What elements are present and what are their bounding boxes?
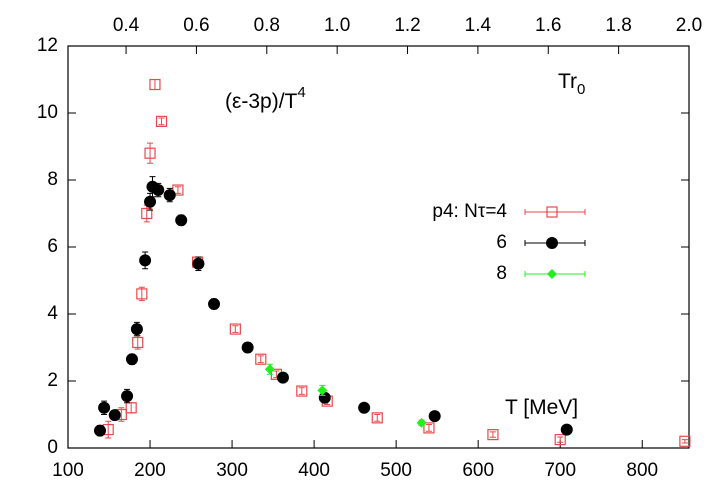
marker — [149, 78, 161, 91]
legend-line — [524, 209, 586, 215]
annotation-sup: 4 — [297, 84, 305, 101]
x-tick-label: 400 — [298, 460, 330, 481]
y-tick-label: 0 — [47, 437, 58, 458]
marker — [255, 353, 267, 365]
marker — [144, 147, 156, 159]
x-tick-label: 700 — [544, 460, 576, 481]
marker — [141, 207, 153, 220]
marker — [264, 364, 275, 375]
y-tick-label: 4 — [47, 303, 58, 324]
x2-tick-label: 1.6 — [535, 15, 561, 36]
legend-label: p4: Nτ=4 — [432, 201, 507, 222]
annotation-text: Tr — [558, 70, 577, 93]
annotation-text: T [MeV] — [505, 396, 578, 419]
annotation-text: (ε-3p)/T — [225, 90, 298, 113]
error-bar — [257, 355, 264, 364]
marker — [139, 254, 152, 267]
x-tick-label: 500 — [380, 460, 412, 481]
legend-label: 8 — [496, 263, 507, 284]
marker — [560, 423, 573, 436]
marker — [163, 189, 176, 202]
error-bar — [232, 325, 239, 333]
y-tick-label: 6 — [47, 236, 58, 257]
marker — [358, 401, 371, 414]
x-tick-label: 200 — [134, 460, 166, 481]
marker — [487, 429, 499, 441]
plot-frame — [67, 45, 690, 449]
annotation: Tr0 — [558, 70, 585, 98]
legend-label: 6 — [496, 232, 507, 253]
marker — [371, 412, 383, 424]
marker — [241, 341, 254, 354]
marker — [93, 424, 106, 437]
marker — [155, 115, 168, 127]
marker — [423, 422, 435, 434]
x-tick-label: 600 — [462, 460, 494, 481]
marker — [428, 410, 441, 423]
marker — [554, 434, 566, 446]
annotation: T [MeV] — [505, 396, 578, 419]
y-tick-label: 10 — [37, 102, 58, 123]
error-bar — [128, 402, 135, 414]
error-bar — [681, 439, 688, 444]
error-bar — [557, 436, 564, 443]
x2-tick-label: 1.2 — [394, 15, 420, 36]
x-tick-label: 800 — [626, 460, 658, 481]
y-tick-label: 2 — [47, 370, 58, 391]
marker — [276, 371, 289, 384]
x2-tick-label: 0.8 — [254, 15, 280, 36]
marker — [108, 409, 121, 422]
marker — [125, 402, 137, 414]
marker — [152, 184, 165, 197]
y-tick-label: 8 — [47, 169, 58, 190]
error-bar — [151, 79, 158, 91]
annotation: (ε-3p)/T4 — [225, 84, 306, 113]
error-bar — [105, 420, 112, 439]
marker — [132, 336, 144, 349]
marker — [121, 390, 134, 403]
legend-marker — [546, 237, 558, 249]
marker — [144, 195, 157, 208]
error-bar — [489, 431, 496, 438]
error-bar — [174, 186, 181, 194]
marker — [125, 353, 138, 366]
x2-tick-label: 1.8 — [605, 15, 631, 36]
x-tick-label: 300 — [216, 460, 248, 481]
legend-marker — [547, 269, 557, 279]
error-bar — [425, 424, 432, 432]
error-bar — [147, 142, 154, 164]
marker — [98, 401, 111, 414]
y-tick-label: 12 — [37, 35, 58, 56]
marker — [296, 385, 308, 397]
x2-tick-label: 1.4 — [465, 15, 492, 36]
x2-tick-label: 2.0 — [676, 15, 702, 36]
error-bar — [374, 414, 381, 422]
marker — [679, 435, 691, 447]
x2-tick-label: 0.4 — [113, 15, 140, 36]
marker — [229, 323, 241, 335]
marker — [175, 214, 188, 227]
error-bar — [158, 117, 165, 126]
marker — [317, 385, 328, 396]
x2-tick-label: 0.6 — [183, 15, 209, 36]
marker — [130, 323, 143, 336]
marker — [416, 417, 427, 428]
marker — [136, 288, 148, 300]
annotation-sub: 0 — [577, 81, 585, 98]
marker — [208, 297, 221, 310]
marker — [192, 257, 205, 270]
legend-marker — [546, 206, 558, 218]
x-tick-label: 100 — [52, 460, 84, 481]
x2-tick-label: 1.0 — [324, 15, 350, 36]
error-bar — [298, 387, 305, 395]
